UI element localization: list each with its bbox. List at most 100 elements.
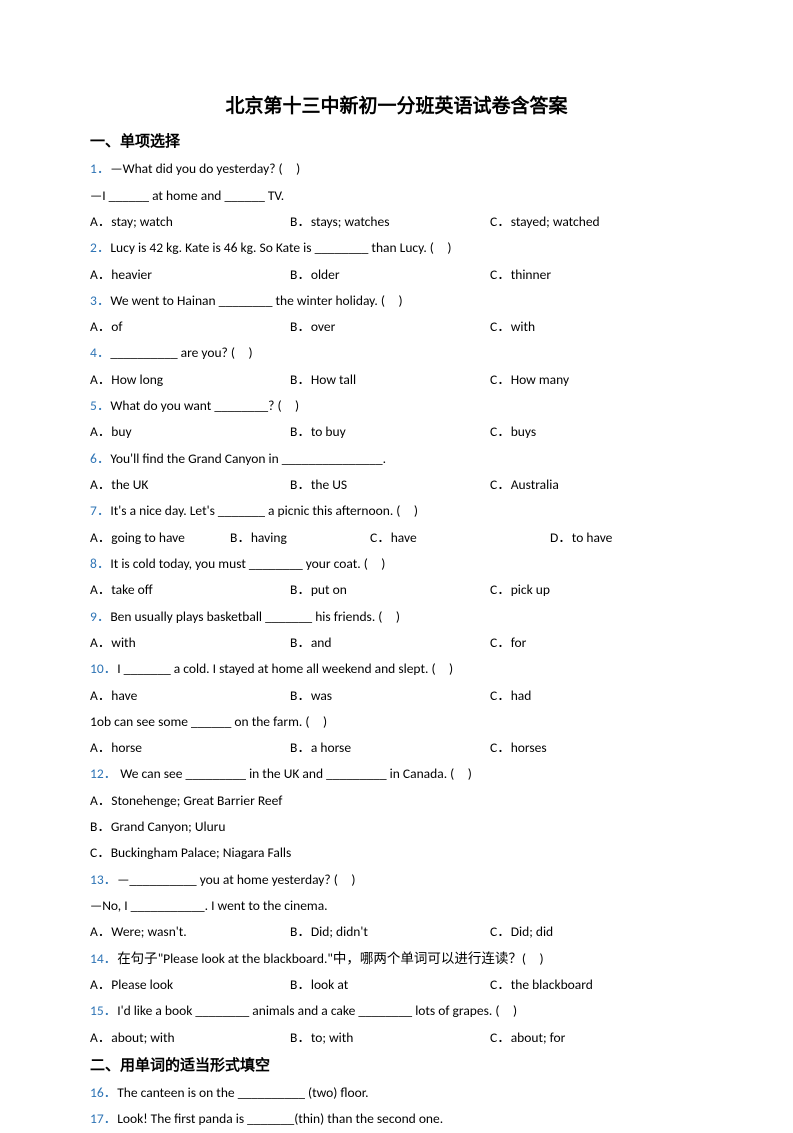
question-text: —__________ you at home yesterday? ( ) bbox=[117, 871, 355, 888]
question-10: 10．I _______ a cold. I stayed at home al… bbox=[90, 656, 703, 682]
question-8-options: A．take off B．put on C．pick up bbox=[90, 577, 703, 603]
option-a: A．Were; wasn't. bbox=[90, 919, 290, 945]
option-a: A．buy bbox=[90, 419, 290, 445]
option-b: B．stays; watches bbox=[290, 209, 490, 235]
option-c: C．about; for bbox=[490, 1025, 703, 1051]
option-c: C．Did; did bbox=[490, 919, 703, 945]
question-text: The canteen is on the __________ (two) f… bbox=[117, 1084, 368, 1101]
question-6: 6．You'll find the Grand Canyon in ______… bbox=[90, 446, 703, 472]
question-10-options: A．have B．was C．had bbox=[90, 683, 703, 709]
page-title: 北京第十三中新初一分班英语试卷含答案 bbox=[90, 88, 703, 125]
option-b: B．Grand Canyon; Uluru bbox=[90, 814, 703, 840]
option-a: A．heavier bbox=[90, 262, 290, 288]
option-c: C．had bbox=[490, 683, 703, 709]
question-3-options: A．of B．over C．with bbox=[90, 314, 703, 340]
exam-page: 北京第十三中新初一分班英语试卷含答案 一、单项选择 1．—What did yo… bbox=[0, 0, 793, 1122]
question-14: 14．在句子"Please look at the blackboard."中，… bbox=[90, 946, 703, 972]
question-9: 9．Ben usually plays basketball _______ h… bbox=[90, 604, 703, 630]
question-7-options: A．going to have B．having C．have D．to hav… bbox=[90, 525, 703, 551]
question-text: __________ are you? ( ) bbox=[110, 344, 252, 361]
option-a: A．about; with bbox=[90, 1025, 290, 1051]
option-c: C．the blackboard bbox=[490, 972, 703, 998]
question-1-line2: —I ______ at home and ______ TV. bbox=[90, 183, 703, 209]
option-b: B．having bbox=[230, 525, 370, 551]
option-b: B．look at bbox=[290, 972, 490, 998]
option-c: C．stayed; watched bbox=[490, 209, 703, 235]
option-a: A．How long bbox=[90, 367, 290, 393]
question-number: 3． bbox=[90, 292, 110, 309]
option-b: B．was bbox=[290, 683, 490, 709]
question-number: 10． bbox=[90, 660, 117, 677]
question-13-options: A．Were; wasn't. B．Did; didn't C．Did; did bbox=[90, 919, 703, 945]
section-1-heading: 一、单项选择 bbox=[90, 127, 703, 156]
option-b: B．to; with bbox=[290, 1025, 490, 1051]
option-b: B．put on bbox=[290, 577, 490, 603]
question-text-tail: ( ) bbox=[522, 950, 544, 967]
option-c: C．for bbox=[490, 630, 703, 656]
question-4-options: A．How long B．How tall C．How many bbox=[90, 367, 703, 393]
question-number: 9． bbox=[90, 608, 110, 625]
question-5: 5．What do you want ________? ( ) bbox=[90, 393, 703, 419]
question-text: What do you want ________? ( ) bbox=[110, 397, 299, 414]
question-6-options: A．the UK B．the US C．Australia bbox=[90, 472, 703, 498]
question-16: 16．The canteen is on the __________ (two… bbox=[90, 1080, 703, 1106]
question-number: 15． bbox=[90, 1002, 117, 1019]
question-number: 14． bbox=[90, 950, 117, 967]
question-1: 1．—What did you do yesterday? ( ) bbox=[90, 156, 703, 182]
option-b: B．Did; didn't bbox=[290, 919, 490, 945]
option-a: A．the UK bbox=[90, 472, 290, 498]
question-15-options: A．about; with B．to; with C．about; for bbox=[90, 1025, 703, 1051]
option-d: D．to have bbox=[550, 525, 703, 551]
question-text: We went to Hainan ________ the winter ho… bbox=[110, 292, 402, 309]
question-2: 2．Lucy is 42 kg. Kate is 46 kg. So Kate … bbox=[90, 235, 703, 261]
option-c: C．have bbox=[370, 525, 550, 551]
question-text: Lucy is 42 kg. Kate is 46 kg. So Kate is… bbox=[110, 239, 451, 256]
question-3: 3．We went to Hainan ________ the winter … bbox=[90, 288, 703, 314]
option-c: C．Australia bbox=[490, 472, 703, 498]
question-number: 4． bbox=[90, 344, 110, 361]
question-text: I _______ a cold. I stayed at home all w… bbox=[117, 660, 453, 677]
question-8: 8．It is cold today, you must ________ yo… bbox=[90, 551, 703, 577]
option-b: B．older bbox=[290, 262, 490, 288]
option-a: A．Stonehenge; Great Barrier Reef bbox=[90, 788, 703, 814]
question-10b-options: A．horse B．a horse C．horses bbox=[90, 735, 703, 761]
question-text: Look! The first panda is _______(thin) t… bbox=[117, 1110, 443, 1127]
question-13-line2: —No, I ___________. I went to the cinema… bbox=[90, 893, 703, 919]
question-14-options: A．Please look B．look at C．the blackboard bbox=[90, 972, 703, 998]
question-5-options: A．buy B．to buy C．buys bbox=[90, 419, 703, 445]
question-text: I'd like a book ________ animals and a c… bbox=[117, 1002, 517, 1019]
question-2-options: A．heavier B．older C．thinner bbox=[90, 262, 703, 288]
question-number: 17． bbox=[90, 1110, 117, 1127]
option-c: C．thinner bbox=[490, 262, 703, 288]
question-text: You'll find the Grand Canyon in ________… bbox=[110, 450, 386, 467]
option-c: C．pick up bbox=[490, 577, 703, 603]
question-text: We can see _________ in the UK and _____… bbox=[117, 765, 472, 782]
question-number: 5． bbox=[90, 397, 110, 414]
question-text: Ben usually plays basketball _______ his… bbox=[110, 608, 400, 625]
question-12-options: A．Stonehenge; Great Barrier Reef B．Grand… bbox=[90, 788, 703, 867]
option-a: A．take off bbox=[90, 577, 290, 603]
question-text-mid: 中，哪两个单词可以进行连读？ bbox=[333, 951, 522, 966]
question-4: 4．__________ are you? ( ) bbox=[90, 340, 703, 366]
question-number: 12． bbox=[90, 765, 117, 782]
option-c: C．Buckingham Palace; Niagara Falls bbox=[90, 840, 703, 866]
option-a: A．stay; watch bbox=[90, 209, 290, 235]
section-2-heading: 二、用单词的适当形式填空 bbox=[90, 1051, 703, 1080]
question-7: 7．It's a nice day. Let's _______ a picni… bbox=[90, 498, 703, 524]
question-text: —What did you do yesterday? ( ) bbox=[110, 160, 300, 177]
question-number: 2． bbox=[90, 239, 110, 256]
question-text: It is cold today, you must ________ your… bbox=[110, 555, 385, 572]
question-text: It's a nice day. Let's _______ a picnic … bbox=[110, 502, 418, 519]
option-a: A．Please look bbox=[90, 972, 290, 998]
question-12: 12． We can see _________ in the UK and _… bbox=[90, 761, 703, 787]
question-17: 17．Look! The first panda is _______(thin… bbox=[90, 1106, 703, 1132]
option-a: A．horse bbox=[90, 735, 290, 761]
option-a: A．with bbox=[90, 630, 290, 656]
option-a: A．have bbox=[90, 683, 290, 709]
question-number: 16． bbox=[90, 1084, 117, 1101]
question-13: 13．—__________ you at home yesterday? ( … bbox=[90, 867, 703, 893]
question-number: 13． bbox=[90, 871, 117, 888]
question-1-options: A．stay; watch B．stays; watches C．stayed;… bbox=[90, 209, 703, 235]
question-number: 6． bbox=[90, 450, 110, 467]
question-text-quote: "Please look at the blackboard." bbox=[158, 950, 333, 967]
